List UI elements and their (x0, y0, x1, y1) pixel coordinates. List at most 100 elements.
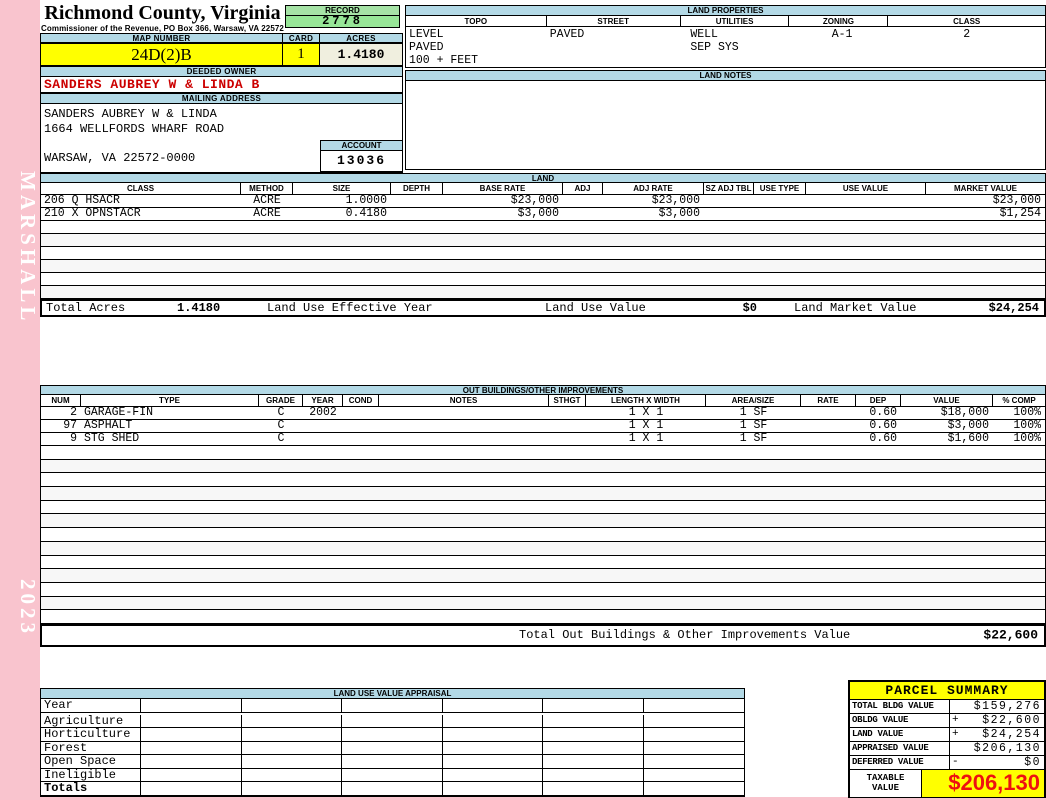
cell (343, 433, 379, 445)
cell: 1 X 1 (628, 433, 664, 445)
appraisal-empty-cell (342, 741, 443, 754)
cell: 9 (70, 433, 77, 445)
appraisal-empty-cell (342, 699, 443, 712)
cell: $23,000 (510, 195, 559, 207)
column-header: ADJ RATE (603, 183, 704, 195)
cell: 100% (1013, 420, 1041, 432)
col-street: STREET (546, 16, 681, 27)
cell: $3,000 (517, 208, 559, 220)
summary-label: OBLDG VALUE (850, 714, 950, 727)
parcel-summary-row: APPRAISED VALUE $206,130 (850, 742, 1044, 756)
zoning-value: A-1 (831, 28, 853, 41)
land-table-column-headers: CLASS METHOD SIZE DEPTH BASE RATE ADJ ADJ RATE… (40, 183, 1046, 195)
cell: 0.4180 (345, 208, 387, 220)
summary-value: $0 (1024, 756, 1041, 769)
column-header: RATE (801, 395, 856, 407)
cell: 97 (63, 420, 77, 432)
street-value: PAVED (549, 28, 585, 41)
column-header: DEPTH (391, 183, 443, 195)
summary-label: DEFERRED VALUE (850, 756, 950, 769)
column-header: SIZE (293, 183, 391, 195)
land-market-value-label: Land Market Value (794, 301, 917, 315)
appraisal-row-ineligible: Ineligible (41, 768, 744, 782)
empty-row (40, 446, 1046, 460)
land-properties-title: LAND PROPERTIES (406, 6, 1045, 16)
appraisal-row-label: Open Space (41, 755, 141, 768)
appraisal-empty-cell (141, 699, 242, 712)
cell: 100% (1013, 407, 1041, 419)
summary-value: $159,276 (973, 700, 1041, 713)
land-properties-columns: TOPO STREET UTILITIES ZONING CLASS (406, 16, 1045, 27)
cell (549, 407, 586, 419)
mailing-address-value: SANDERS AUBREY W & LINDA 1664 WELLFORDS … (40, 104, 403, 173)
cell (801, 433, 856, 445)
column-header: LENGTH X WIDTH (586, 395, 706, 407)
out-buildings-rows: 2 GARAGE-FIN C 2002 1 X 1 1 SF 0.60 $18,000 100%… (40, 407, 1046, 624)
appraisal-empty-cell (342, 714, 443, 727)
account-box: ACCOUNT 13036 (320, 140, 403, 172)
record-value: 2778 (286, 15, 399, 27)
map-number-label: MAP NUMBER (40, 33, 283, 43)
appraisal-empty-cell (342, 755, 443, 768)
cell: GARAGE-FIN (84, 407, 154, 419)
empty-row (40, 273, 1046, 286)
column-header: TYPE (81, 395, 259, 407)
out-buildings-total-value: $22,600 (983, 627, 1038, 643)
land-market-value: $24,254 (988, 301, 1039, 315)
appraisal-empty-cell (543, 755, 644, 768)
appraisal-empty-cell (443, 755, 543, 768)
column-header: STHGT (549, 395, 586, 407)
county-title: Richmond County, Virginia (44, 2, 281, 24)
card-label: CARD (283, 33, 320, 43)
cell: $23,000 (992, 195, 1041, 207)
deeded-owner-value: SANDERS AUBREY W & LINDA B (40, 77, 403, 93)
out-buildings-table: OUT BUILDINGS/OTHER IMPROVEMENTS NUM TYPE… (40, 385, 1046, 647)
cell: $3,000 (658, 208, 700, 220)
appraisal-empty-cell (543, 714, 644, 727)
empty-row (40, 459, 1046, 474)
total-acres-label: Total Acres (46, 301, 126, 315)
appraisal-row-label: Agriculture (41, 714, 141, 727)
land-properties-box: LAND PROPERTIES TOPO STREET UTILITIES ZO… (405, 5, 1046, 68)
table-row: 97 ASPHALT C 1 X 1 1 SF 0.60 $3,000 100% (40, 420, 1046, 433)
summary-sign (950, 700, 964, 713)
cell: 1 SF (739, 433, 768, 445)
appraisal-row-year: Year (41, 699, 744, 713)
cell (806, 208, 926, 220)
cell (391, 195, 443, 207)
column-header: USE TYPE (754, 183, 806, 195)
cell: $3,000 (947, 420, 989, 432)
appraisal-empty-cell (443, 728, 543, 741)
year-vertical-label: 2023 (16, 578, 40, 637)
cell (343, 407, 379, 419)
appraisal-empty-cell (443, 782, 543, 795)
land-use-appraisal-rows: Year Agriculture Horticulture Forest Open Sp… (41, 699, 744, 796)
cell: C (277, 407, 285, 419)
appraisal-empty-cell (242, 714, 342, 727)
empty-row (40, 500, 1046, 515)
empty-row (40, 221, 1046, 234)
appraisal-empty-cell (141, 768, 242, 781)
cell (704, 208, 754, 220)
col-utilities: UTILITIES (680, 16, 790, 27)
summary-label: TOTAL BLDG VALUE (850, 700, 950, 713)
card-value: 1 (283, 43, 320, 66)
land-notes-title: LAND NOTES (406, 71, 1045, 81)
out-buildings-column-headers: NUM TYPE GRADE YEAR COND NOTES STHGT LENGTH X W… (40, 395, 1046, 407)
appraisal-empty-cell (543, 782, 644, 795)
col-topo: TOPO (406, 16, 547, 27)
column-header: YEAR (303, 395, 343, 407)
appraisal-empty-cell (141, 728, 242, 741)
parcel-summary: PARCEL SUMMARY TOTAL BLDG VALUE $159,276 O… (848, 680, 1046, 798)
parcel-summary-row: DEFERRED VALUE - $0 (850, 756, 1044, 770)
cell: C (277, 433, 285, 445)
appraisal-empty-cell (443, 768, 543, 781)
appraisal-empty-cell (543, 728, 644, 741)
cell: 1 SF (739, 407, 768, 419)
table-row: 206 Q HSACR ACRE 1.0000 $23,000 $23,000 $23,0… (40, 195, 1046, 208)
col-zoning: ZONING (789, 16, 889, 27)
column-header: SZ ADJ TBL (704, 183, 754, 195)
vendor-vertical-label: MARSHALL (16, 170, 40, 325)
map-header-row: MAP NUMBER CARD ACRES (40, 33, 403, 43)
